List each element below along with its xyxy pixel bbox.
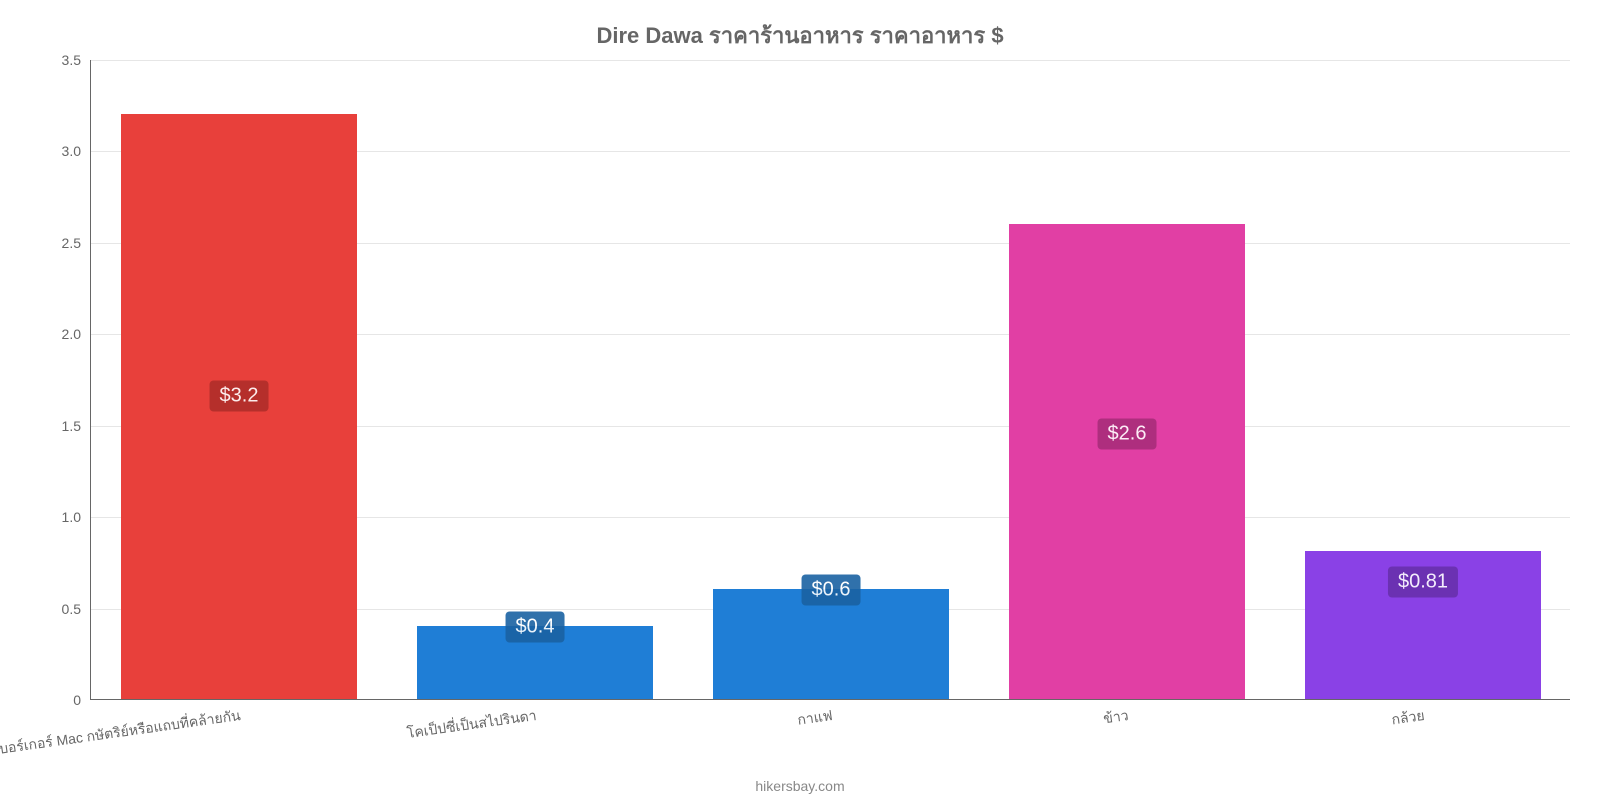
bar-value-label: $2.6	[1098, 418, 1157, 449]
y-tick-label: 1.5	[62, 418, 91, 434]
y-tick-label: 3.5	[62, 52, 91, 68]
plot-area: 00.51.01.52.02.53.03.5$3.2เบอร์เกอร์ Mac…	[90, 60, 1570, 700]
chart-title: Dire Dawa ราคาร้านอาหาร ราคาอาหาร $	[0, 18, 1600, 53]
y-tick-label: 2.0	[62, 326, 91, 342]
credit-text: hikersbay.com	[0, 778, 1600, 794]
y-tick-label: 3.0	[62, 143, 91, 159]
x-tick-label: โคเป็ปซี่เป็นสไปรินดา	[406, 705, 538, 745]
bar-value-label: $3.2	[210, 380, 269, 411]
gridline	[91, 60, 1570, 61]
y-tick-label: 1.0	[62, 509, 91, 525]
bar-value-label: $0.4	[506, 611, 565, 642]
x-tick-label: เบอร์เกอร์ Mac กษัตริย์หรือแถบที่คล้ายกั…	[0, 705, 242, 761]
y-tick-label: 0	[73, 692, 91, 708]
x-tick-label: กาแฟ	[796, 705, 834, 732]
y-tick-label: 0.5	[62, 601, 91, 617]
bar-value-label: $0.6	[802, 575, 861, 606]
x-tick-label: กล้วย	[1390, 705, 1426, 731]
y-tick-label: 2.5	[62, 235, 91, 251]
bar	[1009, 224, 1246, 699]
x-tick-label: ข้าว	[1102, 705, 1130, 730]
chart-container: Dire Dawa ราคาร้านอาหาร ราคาอาหาร $ 00.5…	[0, 0, 1600, 800]
bar-value-label: $0.81	[1388, 566, 1458, 597]
